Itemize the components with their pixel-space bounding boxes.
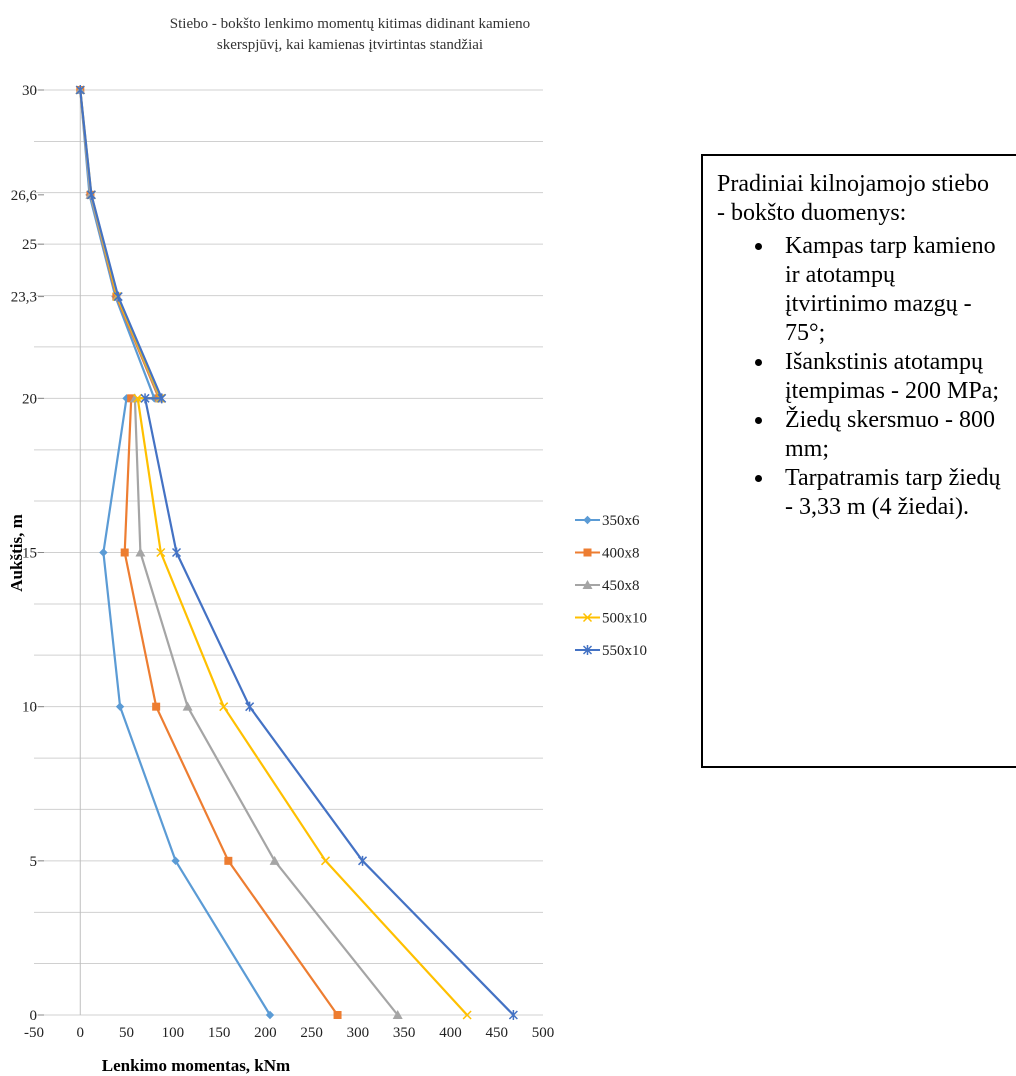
x-tick-label: 50 [119, 1025, 134, 1041]
y-tick-label: 0 [30, 1008, 38, 1024]
y-tick-label: 23,3 [11, 290, 37, 306]
data-point-550x10 [358, 855, 368, 866]
legend-marker-450x8 [582, 580, 593, 589]
data-point-500x10 [133, 393, 143, 403]
x-axis-title: Lenkimo momentas, kNm [102, 1056, 290, 1075]
data-point-550x10 [508, 1010, 518, 1020]
data-point-550x10 [86, 189, 96, 200]
data-point-550x10 [171, 547, 182, 558]
legend-label: 450x8 [602, 578, 640, 594]
data-point-400x8 [127, 394, 136, 403]
data-point-550x10 [113, 291, 123, 302]
data-point-500x10 [462, 1010, 472, 1020]
tower-data-item: Tarpatramis tarp žiedų - 3,33 m (4 žieda… [775, 464, 1002, 522]
x-tick-label: 200 [254, 1025, 277, 1041]
data-point-350x6 [171, 856, 180, 866]
y-tick-label: 26,6 [11, 188, 38, 204]
tower-data-box: Pradiniai kilnojamojo stiebo - bokšto du… [701, 154, 1016, 768]
x-tick-label: 0 [77, 1025, 85, 1041]
data-point-550x10 [140, 393, 150, 404]
legend-label: 400x8 [602, 546, 640, 562]
data-point-450x8 [182, 701, 193, 711]
data-point-450x8 [269, 855, 280, 865]
legend: 350x6 400x8 450x8 500x10 550x10 [575, 513, 647, 659]
data-point-450x8 [392, 1010, 403, 1019]
legend-marker-550x10 [582, 645, 593, 655]
x-tick-label: 450 [485, 1025, 508, 1041]
x-tick-label: 250 [300, 1025, 323, 1041]
chart-title-line-1: Stiebo - bokšto lenkimo momentų kitimas … [169, 16, 531, 32]
x-tick-label: -50 [24, 1025, 44, 1041]
data-point-350x6 [115, 702, 125, 711]
data-point-550x10 [75, 85, 85, 95]
data-point-400x8 [224, 856, 233, 865]
legend-marker-400x8 [583, 548, 592, 557]
legend-label: 350x6 [602, 513, 640, 529]
tower-data-item: Išankstinis atotampų įtempimas - 200 MPa… [775, 348, 1002, 406]
chart-title-line-2: skerspjūvį, kai kamienas įtvirtintas sta… [216, 37, 484, 53]
data-point-400x8 [120, 548, 129, 557]
y-tick-label: 25 [22, 237, 37, 253]
data-point-350x6 [265, 1010, 275, 1020]
legend-marker-350x6 [583, 515, 592, 525]
legend-marker-500x10 [582, 612, 593, 623]
data-point-350x6 [99, 548, 108, 557]
tower-data-heading: Pradiniai kilnojamojo stiebo - bokšto du… [717, 171, 989, 226]
y-axis-title: Aukštis, m [7, 514, 26, 591]
series-lines [75, 85, 518, 1020]
y-tick-label: 15 [22, 546, 37, 562]
data-point-400x8 [333, 1011, 342, 1019]
x-tick-label: 350 [393, 1025, 416, 1041]
data-point-400x8 [152, 702, 161, 711]
x-tick-label: 150 [208, 1025, 231, 1041]
y-tick-label: 5 [30, 854, 38, 870]
data-point-500x10 [219, 702, 229, 712]
y-tick-label: 20 [22, 391, 37, 407]
x-tick-label: 300 [347, 1025, 370, 1041]
legend-label: 550x10 [602, 643, 647, 659]
y-tick-label: 10 [22, 700, 37, 716]
legend-label: 500x10 [602, 611, 647, 627]
tower-data-list: Kampas tarp kamieno ir atotampų įtvirtin… [717, 232, 1002, 522]
data-point-550x10 [157, 393, 167, 404]
data-point-550x10 [245, 701, 255, 712]
x-tick-label: 100 [162, 1025, 185, 1041]
gridlines [34, 89, 543, 1016]
x-tick-label: 400 [439, 1025, 462, 1041]
data-point-450x8 [135, 547, 146, 557]
chart-title: Stiebo - bokšto lenkimo momentų kitimas … [60, 14, 640, 56]
data-point-500x10 [156, 547, 166, 558]
y-tick-label: 30 [22, 83, 37, 99]
data-point-500x10 [320, 856, 331, 866]
x-tick-label: 500 [532, 1025, 555, 1041]
tower-data-item: Kampas tarp kamieno ir atotampų įtvirtin… [775, 232, 1002, 348]
tower-data-item: Žiedų skersmuo - 800 mm; [775, 406, 1002, 464]
